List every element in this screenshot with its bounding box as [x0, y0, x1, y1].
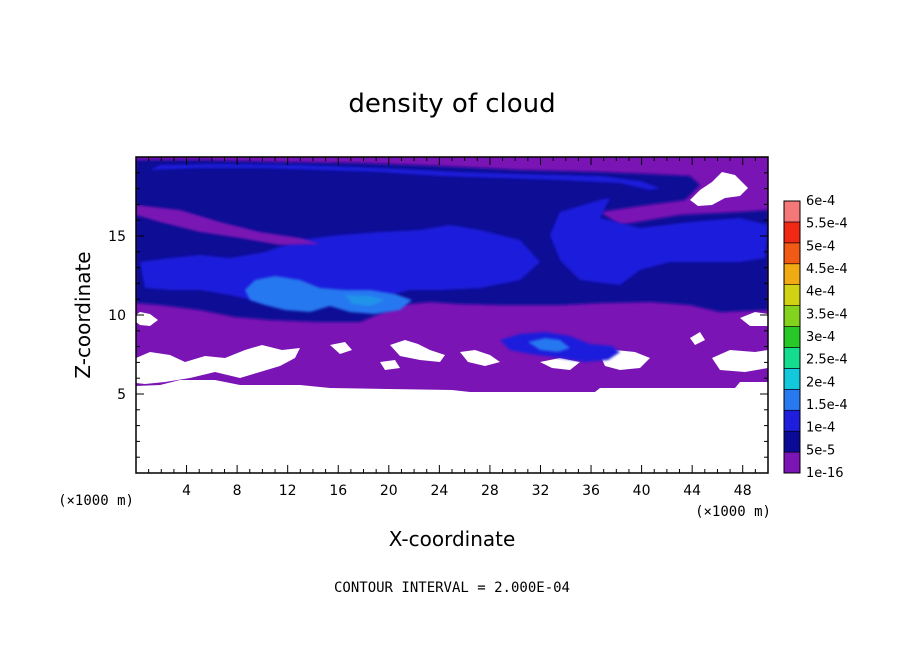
field-highlight	[345, 295, 385, 306]
x-tick-label: 8	[233, 483, 242, 499]
x-tick-label: 4	[182, 483, 191, 499]
x-tick-label: 24	[430, 483, 448, 499]
x-axis-ticks: 4 8 12 16 20 24 28 32 36 40 44 48	[148, 157, 756, 499]
colorbar-swatch	[783, 347, 801, 369]
x-tick-label: 40	[633, 483, 651, 499]
x-tick-label: 48	[734, 483, 752, 499]
colorbar-label: 1e-4	[806, 421, 835, 436]
colorbar-label: 4e-4	[806, 285, 835, 300]
colorbar-label: 5e-4	[806, 239, 835, 254]
x-tick-label: 32	[532, 483, 550, 499]
y-axis-ticks: 5 10 15	[108, 172, 768, 458]
colorbar-swatch	[783, 389, 801, 411]
field-level-1e-4-upper	[150, 164, 768, 285]
colorbar-label: 1e-16	[806, 466, 844, 481]
colorbar-swatch	[783, 368, 801, 390]
chart-title: density of cloud	[348, 89, 555, 119]
x-tick-label: 16	[329, 483, 347, 499]
colorbar-label: 3.5e-4	[806, 307, 848, 322]
colorbar-label: 1.5e-4	[806, 398, 848, 413]
colorbar-label: 5e-5	[806, 443, 835, 458]
x-unit-left: (×1000 m)	[58, 493, 134, 509]
colorbar-swatch	[783, 326, 801, 348]
x-tick-label: 44	[683, 483, 701, 499]
colorbar-swatch	[783, 409, 801, 432]
colorbar-swatch	[783, 305, 801, 327]
colorbar-label: 3e-4	[806, 330, 835, 345]
colorbar-swatch	[783, 451, 801, 474]
colorbar-swatch	[783, 242, 801, 265]
colorbar-label: 5.5e-4	[806, 217, 848, 232]
plot-area	[136, 157, 768, 473]
y-tick-label: 10	[108, 308, 126, 324]
colorbar-label: 2.5e-4	[806, 353, 848, 368]
colorbar-label: 6e-4	[806, 194, 835, 209]
colorbar-swatch	[783, 200, 801, 223]
x-unit-right: (×1000 m)	[695, 504, 771, 520]
x-axis-label: X-coordinate	[389, 527, 516, 551]
field-level-1.5e-4-patch	[528, 338, 570, 352]
x-tick-label: 20	[380, 483, 398, 499]
x-tick-label: 36	[582, 483, 600, 499]
colorbar-swatch	[783, 263, 801, 285]
colorbar-label: 4.5e-4	[806, 262, 848, 277]
field-level-1e-4-body	[140, 225, 540, 304]
y-axis-label: Z-coordinate	[71, 251, 95, 378]
colorbar-swatch	[783, 430, 801, 453]
y-tick-label: 5	[117, 387, 126, 403]
colorbar-swatch	[783, 284, 801, 306]
colorbar-label: 2e-4	[806, 375, 835, 390]
x-tick-label: 12	[279, 483, 297, 499]
contour-interval-note: CONTOUR INTERVAL = 2.000E-04	[334, 580, 570, 596]
x-tick-label: 28	[481, 483, 499, 499]
colorbar-frame	[783, 200, 801, 474]
field-band-upper	[136, 205, 320, 245]
colorbar-swatch	[783, 221, 801, 244]
colorbar: 1e-16 5e-5 1e-4 1.5e-4 2e-4 2.5e-4 3e-4 3.5e-4 4…	[783, 194, 848, 481]
y-tick-label: 15	[108, 229, 126, 245]
